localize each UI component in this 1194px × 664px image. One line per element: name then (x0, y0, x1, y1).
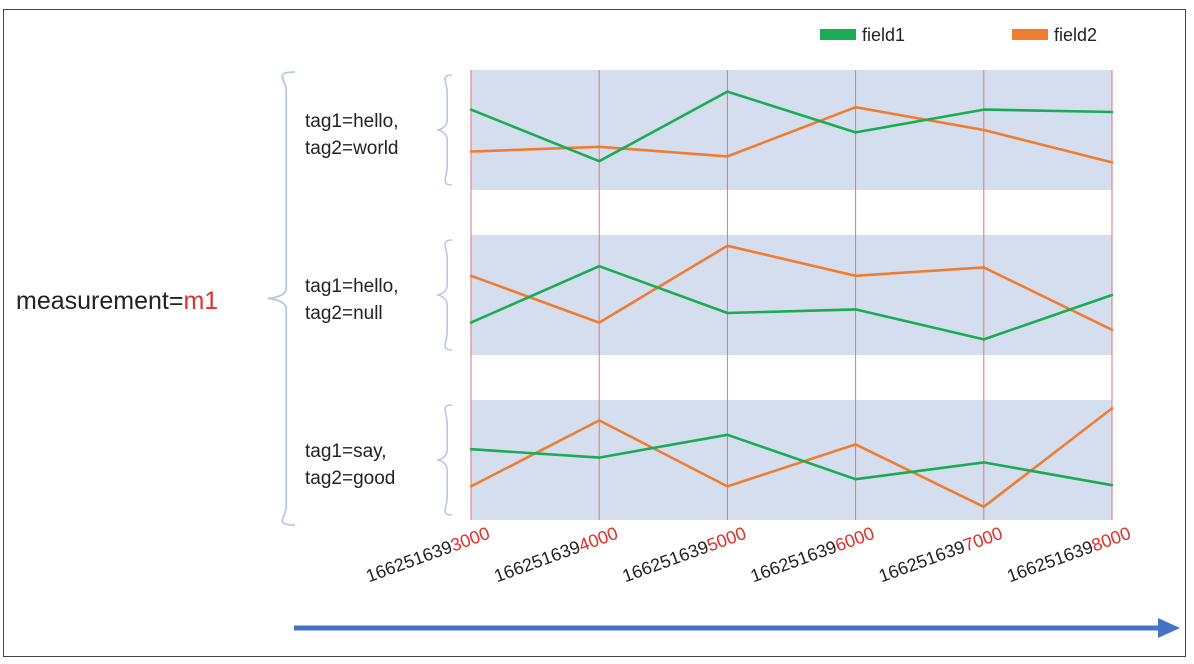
measurement-prefix: measurement= (16, 287, 183, 315)
legend-swatch-field2 (1012, 29, 1048, 40)
series-2-tag1-label: tag1=hello, (305, 276, 399, 297)
time-tick-label-1: 1662516393000 (363, 523, 492, 586)
time-tick-label-4: 1662516396000 (748, 523, 877, 586)
time-tick-label-5: 1662516397000 (876, 523, 1005, 586)
series-brace-2 (436, 239, 453, 351)
series-1-tag2-label: tag2=world (305, 138, 398, 159)
series-3-field2-line (469, 407, 1114, 509)
slide-frame (3, 9, 1186, 657)
series-1-field1-line (469, 90, 1114, 163)
series-band-1 (471, 70, 1112, 190)
time-tick-label-2: 1662516394000 (491, 523, 620, 586)
time-tick-label-6: 1662516398000 (1004, 523, 1133, 586)
legend-label-field1: field1 (862, 25, 905, 45)
measurement-label: measurement=m1 (16, 287, 218, 315)
series-1-tag1-label: tag1=hello, (305, 111, 399, 132)
series-2-tag2-label: tag2=null (305, 303, 383, 324)
series-band-2 (471, 235, 1112, 355)
legend-swatch-field1 (820, 29, 856, 40)
series-band-3 (471, 400, 1112, 520)
measurement-value: m1 (183, 287, 218, 315)
series-2-field1-line (469, 264, 1114, 341)
time-tick-label-3: 1662516395000 (620, 523, 749, 586)
series-3-field1-line (469, 433, 1114, 487)
series-3-tag1-label: tag1=say, (305, 441, 387, 462)
series-1-field2-line (469, 105, 1114, 164)
series-brace-1 (436, 74, 453, 186)
series-brace-3 (436, 404, 453, 516)
series-2-field2-line (469, 244, 1114, 332)
time-axis-arrow-head (1158, 618, 1180, 638)
legend-label-field2: field2 (1054, 25, 1097, 45)
measurement-brace (267, 71, 296, 526)
series-3-tag2-label: tag2=good (305, 468, 395, 489)
